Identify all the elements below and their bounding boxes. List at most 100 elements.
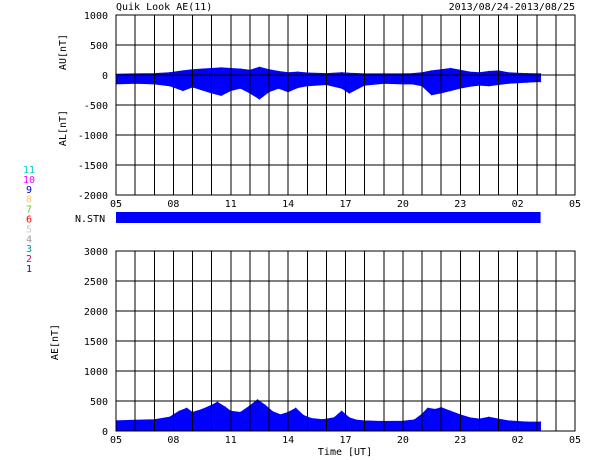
x-tick-label: 23 [454,435,466,446]
ae-point [295,407,297,409]
au-point [220,67,222,69]
au-point [182,70,184,72]
y-tick-label: 0 [102,71,108,82]
au-point [258,66,261,68]
ae-point [216,401,218,403]
ae-point [469,417,471,419]
al-point [526,81,528,83]
x-tick-label: 05 [569,199,581,210]
ae-point [333,417,335,419]
ae-point [239,411,241,413]
station-count-label: 7 [26,205,32,216]
al-axis-label: AL[nT] [58,110,69,146]
au-axis-label: AU[nT] [58,34,69,70]
au-point [507,72,509,74]
au-point [539,73,542,75]
al-point [539,81,542,83]
ae-point [526,421,528,423]
ae-point [450,410,452,412]
au-point [526,72,528,75]
panel-frame [115,250,576,432]
ae-point [434,408,436,410]
bottom-y-tick-labels: 3000 2500 2000 1500 1000 500 0 [84,247,108,438]
al-point [258,98,261,100]
al-point [469,85,471,87]
ae-point [264,404,266,406]
x-tick-label: 08 [167,199,179,210]
station-count-label: 5 [26,224,32,235]
bottom-grid [115,250,576,432]
au-point [341,72,343,74]
station-count-bar [116,212,541,223]
x-tick-label: 02 [512,199,524,210]
ae-point [224,406,226,408]
al-point [277,87,280,89]
x-tick-label: 20 [397,435,409,446]
station-count-label: 4 [26,234,32,245]
y-tick-label: -500 [84,101,108,112]
ae-point [413,419,415,421]
nstn-label: N.STN [75,214,105,225]
ae-point [279,414,282,416]
y-tick-label: 3000 [84,247,108,258]
station-count-label: 8 [26,195,32,206]
au-point [239,68,241,70]
station-count-label: 1 [26,264,32,275]
al-point [488,85,490,87]
top-panel: 1000 500 0 -500 -1000 -1500 -2000 05 08 11 14 17 20… [58,11,581,210]
au-point [411,72,414,75]
x-tick-label: 11 [225,199,237,210]
al-point [239,87,241,89]
ae-point [356,419,358,421]
station-count-label: 6 [26,215,32,226]
top-x-tick-labels: 05 08 11 14 17 20 23 02 05 [110,199,581,210]
al-point [297,87,299,89]
date-range: 2013/08/24-2013/08/25 [449,2,575,13]
x-tick-label: 23 [454,199,466,210]
au-point [469,71,471,73]
ae-point [201,408,203,410]
y-tick-label: 1000 [84,11,108,22]
y-tick-label: -2000 [78,191,108,202]
ae-point [507,420,509,422]
y-tick-label: 2000 [84,307,108,318]
al-point [450,90,452,92]
al-point [220,94,222,96]
au-point [201,68,203,70]
top-y-tick-labels: 1000 500 0 -500 -1000 -1500 -2000 [78,11,108,202]
x-tick-label: 02 [512,435,524,446]
au-point [430,70,433,72]
ae-point [256,399,259,401]
al-point [341,87,343,89]
station-count-label: 11 [23,165,35,176]
y-tick-label: 0 [102,427,108,438]
ae-point [186,407,188,409]
au-point [450,67,452,69]
x-tick-label: 05 [569,435,581,446]
x-tick-label: 20 [397,199,409,210]
station-count-label: 9 [26,185,32,196]
al-point [507,82,509,84]
au-point [168,72,171,74]
y-tick-label: -1000 [78,131,108,142]
station-count-label: 2 [26,254,32,265]
station-count-label: 10 [23,175,35,186]
ae-area [115,399,542,432]
ae-point [310,417,312,419]
station-count-label: 3 [26,244,32,255]
x-tick-label: 05 [110,435,122,446]
x-tick-label: 14 [282,199,294,210]
au-al-band [115,66,541,100]
ae-point [341,410,343,412]
x-tick-label: 08 [167,435,179,446]
ae-point [272,411,274,413]
top-grid [115,14,576,196]
ae-area-path [115,399,541,432]
al-point [168,85,171,87]
au-point [488,70,490,72]
y-tick-label: 500 [90,397,108,408]
x-tick-label: 11 [225,435,237,446]
ae-point [302,414,305,416]
